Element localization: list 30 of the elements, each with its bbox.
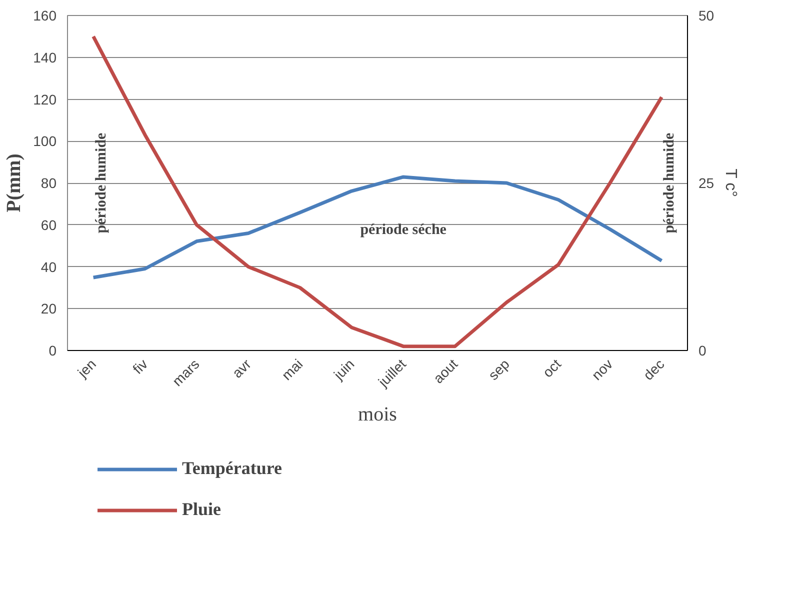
x-tick-label: sep xyxy=(485,356,512,384)
annotation: période séche xyxy=(360,222,447,238)
legend-label: Température xyxy=(182,458,282,479)
annotation: période humide xyxy=(662,132,678,234)
x-tick-label: avr xyxy=(228,356,254,381)
y-tick-label: 160 xyxy=(33,8,57,24)
y-axis-title: P(mm) xyxy=(3,154,26,212)
y-tick-label: 40 xyxy=(40,258,57,275)
annotation: période humide xyxy=(93,132,110,234)
x-tick-label: oct xyxy=(539,356,564,380)
y2-axis-title: T c° xyxy=(722,168,740,198)
y-tick-label: 80 xyxy=(40,175,57,191)
y-tick-label: 120 xyxy=(33,91,57,108)
x-tick-label: mai xyxy=(278,356,306,384)
x-tick-label: juin xyxy=(330,356,358,384)
x-tick-label: nov xyxy=(588,356,616,384)
y-tick-label: 100 xyxy=(33,133,57,150)
y-tick-label: 60 xyxy=(40,216,57,233)
y-tick-label: 20 xyxy=(40,300,57,317)
y2-tick-label: 25 xyxy=(698,175,714,191)
x-tick-label: dec xyxy=(640,356,668,384)
y-tick-label: 0 xyxy=(48,342,57,358)
line-series xyxy=(92,34,664,348)
x-tick-label: fiv xyxy=(129,356,151,378)
y2-tick-label: 50 xyxy=(698,8,714,24)
y-tick-label: 140 xyxy=(33,49,57,66)
y2-tick-label: 0 xyxy=(698,342,706,358)
x-axis-title: mois xyxy=(358,403,398,426)
x-tick-label: jen xyxy=(74,356,99,382)
legend-label: Pluie xyxy=(182,499,221,520)
